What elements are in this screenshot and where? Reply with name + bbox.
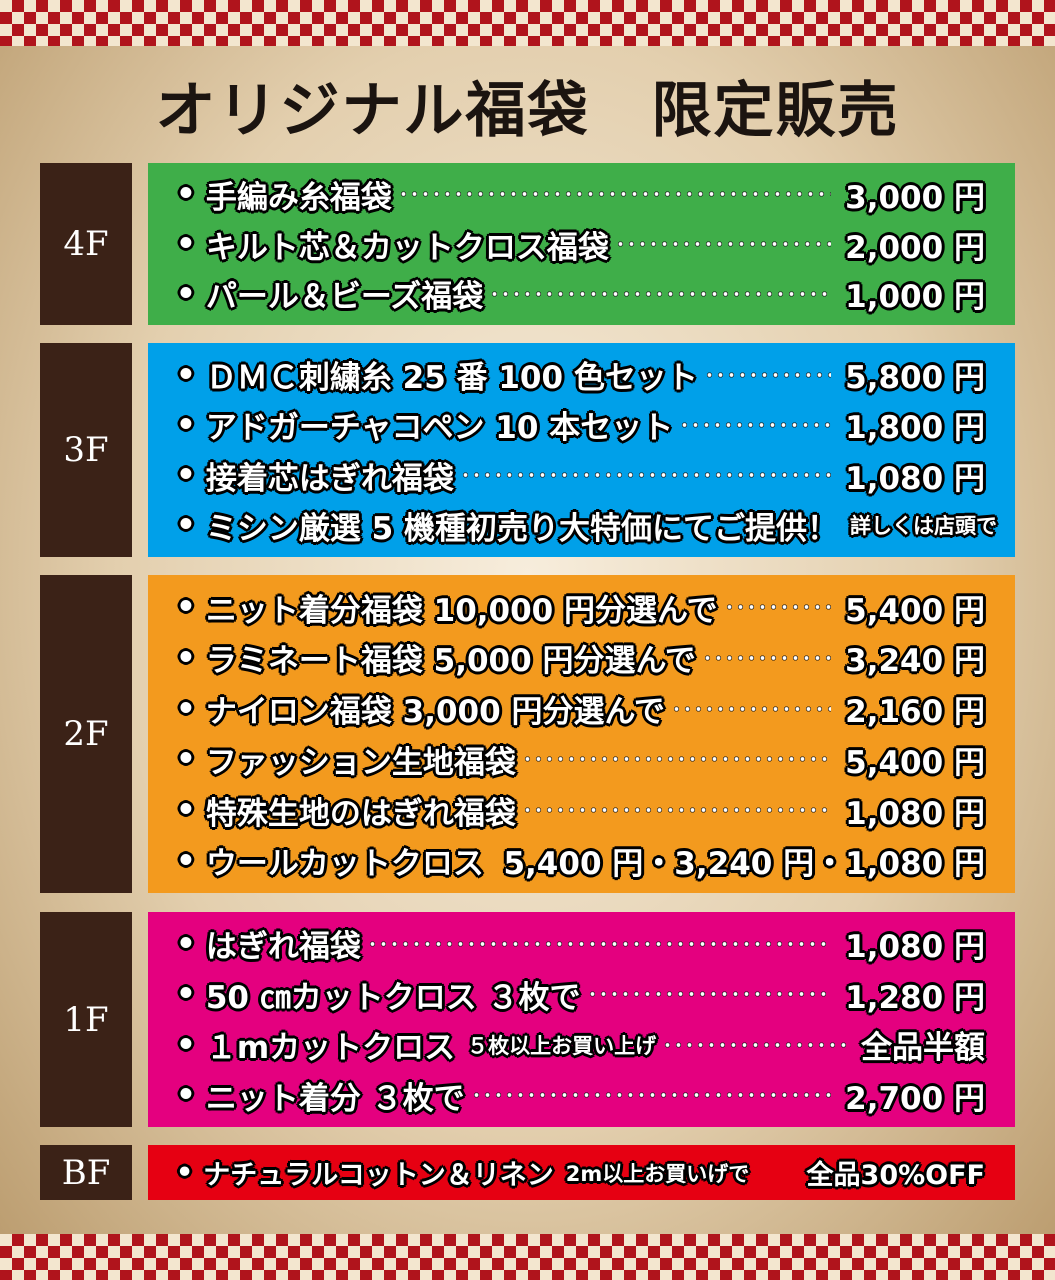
item-price: 全品30%OFF (806, 1160, 985, 1191)
leader-dots (723, 603, 832, 612)
item-row: キルト芯＆カットクロス福袋 2,000 円 (176, 222, 985, 267)
item-row: ファッション生地福袋 5,400 円 (176, 737, 985, 782)
floor-label: BF (40, 1145, 132, 1200)
item-price: 1,280 円 (845, 979, 985, 1016)
floor: 3F ＤＭＣ刺繍糸 25 番 100 色セット 5,800 円アドガーチャコペン 1… (40, 343, 1015, 557)
item-name: ナチュラルコットン＆リネン (203, 1160, 554, 1191)
leader-dots (703, 370, 832, 379)
leader-dots (521, 755, 832, 764)
title: オリジナル福袋 限定販売 (155, 76, 900, 146)
floor: 4F 手編み糸福袋 3,000 円キルト芯＆カットクロス福袋 2,000 円パール＆ビ… (40, 163, 1015, 325)
item-name: ミシン厳選 5 機種初売り大特価にてご提供！ (205, 510, 838, 547)
item-price: 2,700 円 (845, 1080, 985, 1117)
item-price: 1,080 円 (845, 795, 985, 832)
item-row: １mカットクロス ５枚以上お買い上げ 全品半額 (176, 1022, 985, 1067)
floor-label: 4F (40, 163, 132, 325)
item-row: アドガーチャコペン 10 本セット 1,800 円 (176, 402, 985, 447)
leader-dots (586, 990, 832, 999)
item-price: 1,080 円 (845, 929, 985, 966)
leader-dots (459, 471, 832, 480)
checker-border (0, 1234, 1055, 1280)
leader-dots (614, 240, 832, 248)
item-row: ミシン厳選 5 機種初売り大特価にてご提供！ 詳しくは店頭で (176, 503, 997, 548)
item-name: ＤＭＣ刺繍糸 25 番 100 色セット (205, 360, 698, 397)
leader-dots (366, 939, 832, 948)
floor: 1F はぎれ福袋 1,080 円 50 ㎝カットクロス ３枚で 1,280 円 １mカット… (40, 912, 1015, 1127)
item-name: 特殊生地のはぎれ福袋 (205, 795, 516, 832)
item-price: 1,800 円 (845, 410, 985, 447)
item-name: ウールカットクロス (205, 846, 484, 883)
item-name: アドガーチャコペン 10 本セット (205, 410, 674, 447)
floor-panel: はぎれ福袋 1,080 円 50 ㎝カットクロス ３枚で 1,280 円 １mカットクロ… (148, 912, 1015, 1127)
item-name: ナイロン福袋 3,000 円分選んで (205, 694, 665, 731)
item-row: ウールカットクロス 5,400 円・3,240 円・1,080 円 (176, 838, 985, 883)
item-name: ニット着分福袋 10,000 円分選んで (205, 592, 718, 629)
item-price: 5,400 円・3,240 円・1,080 円 (503, 846, 985, 883)
item-price: 5,400 円 (845, 744, 985, 781)
leader-dots (470, 1091, 832, 1100)
item-row: 接着芯はぎれ福袋 1,080 円 (176, 453, 985, 498)
item-note: 詳しくは店頭で (849, 514, 997, 539)
leader-dots (701, 653, 832, 662)
item-price: 5,800 円 (845, 360, 985, 397)
leader-dots (679, 420, 832, 429)
item-price: 3,240 円 (845, 643, 985, 680)
floor-label: 2F (40, 575, 132, 893)
leader-dots (397, 190, 832, 199)
floor: BF ナチュラルコットン＆リネン 2m以上お買いげで 全品30%OFF (40, 1145, 1015, 1200)
leader-dots (521, 806, 832, 815)
item-row: ナイロン福袋 3,000 円分選んで 2,160 円 (176, 686, 985, 731)
item-price: 5,400 円 (845, 592, 985, 629)
floor-panel: ＤＭＣ刺繍糸 25 番 100 色セット 5,800 円アドガーチャコペン 10 … (148, 343, 1015, 557)
item-row: 特殊生地のはぎれ福袋 1,080 円 (176, 788, 985, 833)
item-row: ニット着分福袋 10,000 円分選んで 5,400 円 (176, 585, 985, 630)
item-name: １mカットクロス (205, 1030, 456, 1067)
item-row: 手編み糸福袋 3,000 円 (176, 172, 985, 217)
floor-panel: 手編み糸福袋 3,000 円キルト芯＆カットクロス福袋 2,000 円パール＆ビーズ… (148, 163, 1015, 325)
item-row: はぎれ福袋 1,080 円 (176, 921, 985, 966)
item-row: パール＆ビーズ福袋 1,000 円 (176, 271, 985, 316)
item-price: 3,000 円 (845, 179, 985, 216)
item-name: ファッション生地福袋 (205, 744, 516, 781)
item-name: 接着芯はぎれ福袋 (205, 460, 454, 497)
item-row: ナチュラルコットン＆リネン 2m以上お買いげで 全品30%OFF (176, 1153, 985, 1192)
item-row: ＤＭＣ刺繍糸 25 番 100 色セット 5,800 円 (176, 352, 985, 397)
item-name: はぎれ福袋 (205, 929, 361, 966)
leader-dots (662, 1040, 847, 1049)
item-name: 50 ㎝カットクロス ３枚で (205, 979, 581, 1016)
floor-label: 3F (40, 343, 132, 557)
item-name: キルト芯＆カットクロス福袋 (205, 229, 609, 266)
checker-border (0, 0, 1055, 46)
item-name: 手編み糸福袋 (205, 179, 392, 216)
leader-dots (670, 704, 832, 713)
floor-panel: ナチュラルコットン＆リネン 2m以上お買いげで 全品30%OFF (148, 1145, 1015, 1200)
item-price: 2,160 円 (845, 694, 985, 731)
item-price: 1,000 円 (845, 279, 985, 316)
item-name: パール＆ビーズ福袋 (205, 279, 484, 316)
item-price: 2,000 円 (845, 229, 985, 266)
item-note: 2m以上お買いげで (565, 1161, 750, 1186)
item-row: ニット着分 ３枚で 2,700 円 (176, 1073, 985, 1118)
leader-dots (489, 289, 832, 298)
item-row: 50 ㎝カットクロス ３枚で 1,280 円 (176, 972, 985, 1017)
item-name: ニット着分 ３枚で (205, 1080, 465, 1117)
item-price: 全品半額 (861, 1030, 985, 1067)
item-price: 1,080 円 (845, 460, 985, 497)
item-row: ラミネート福袋 5,000 円分選んで 3,240 円 (176, 635, 985, 680)
item-note: ５枚以上お買い上げ (467, 1033, 657, 1058)
item-name: ラミネート福袋 5,000 円分選んで (205, 643, 696, 680)
floor-label: 1F (40, 912, 132, 1127)
